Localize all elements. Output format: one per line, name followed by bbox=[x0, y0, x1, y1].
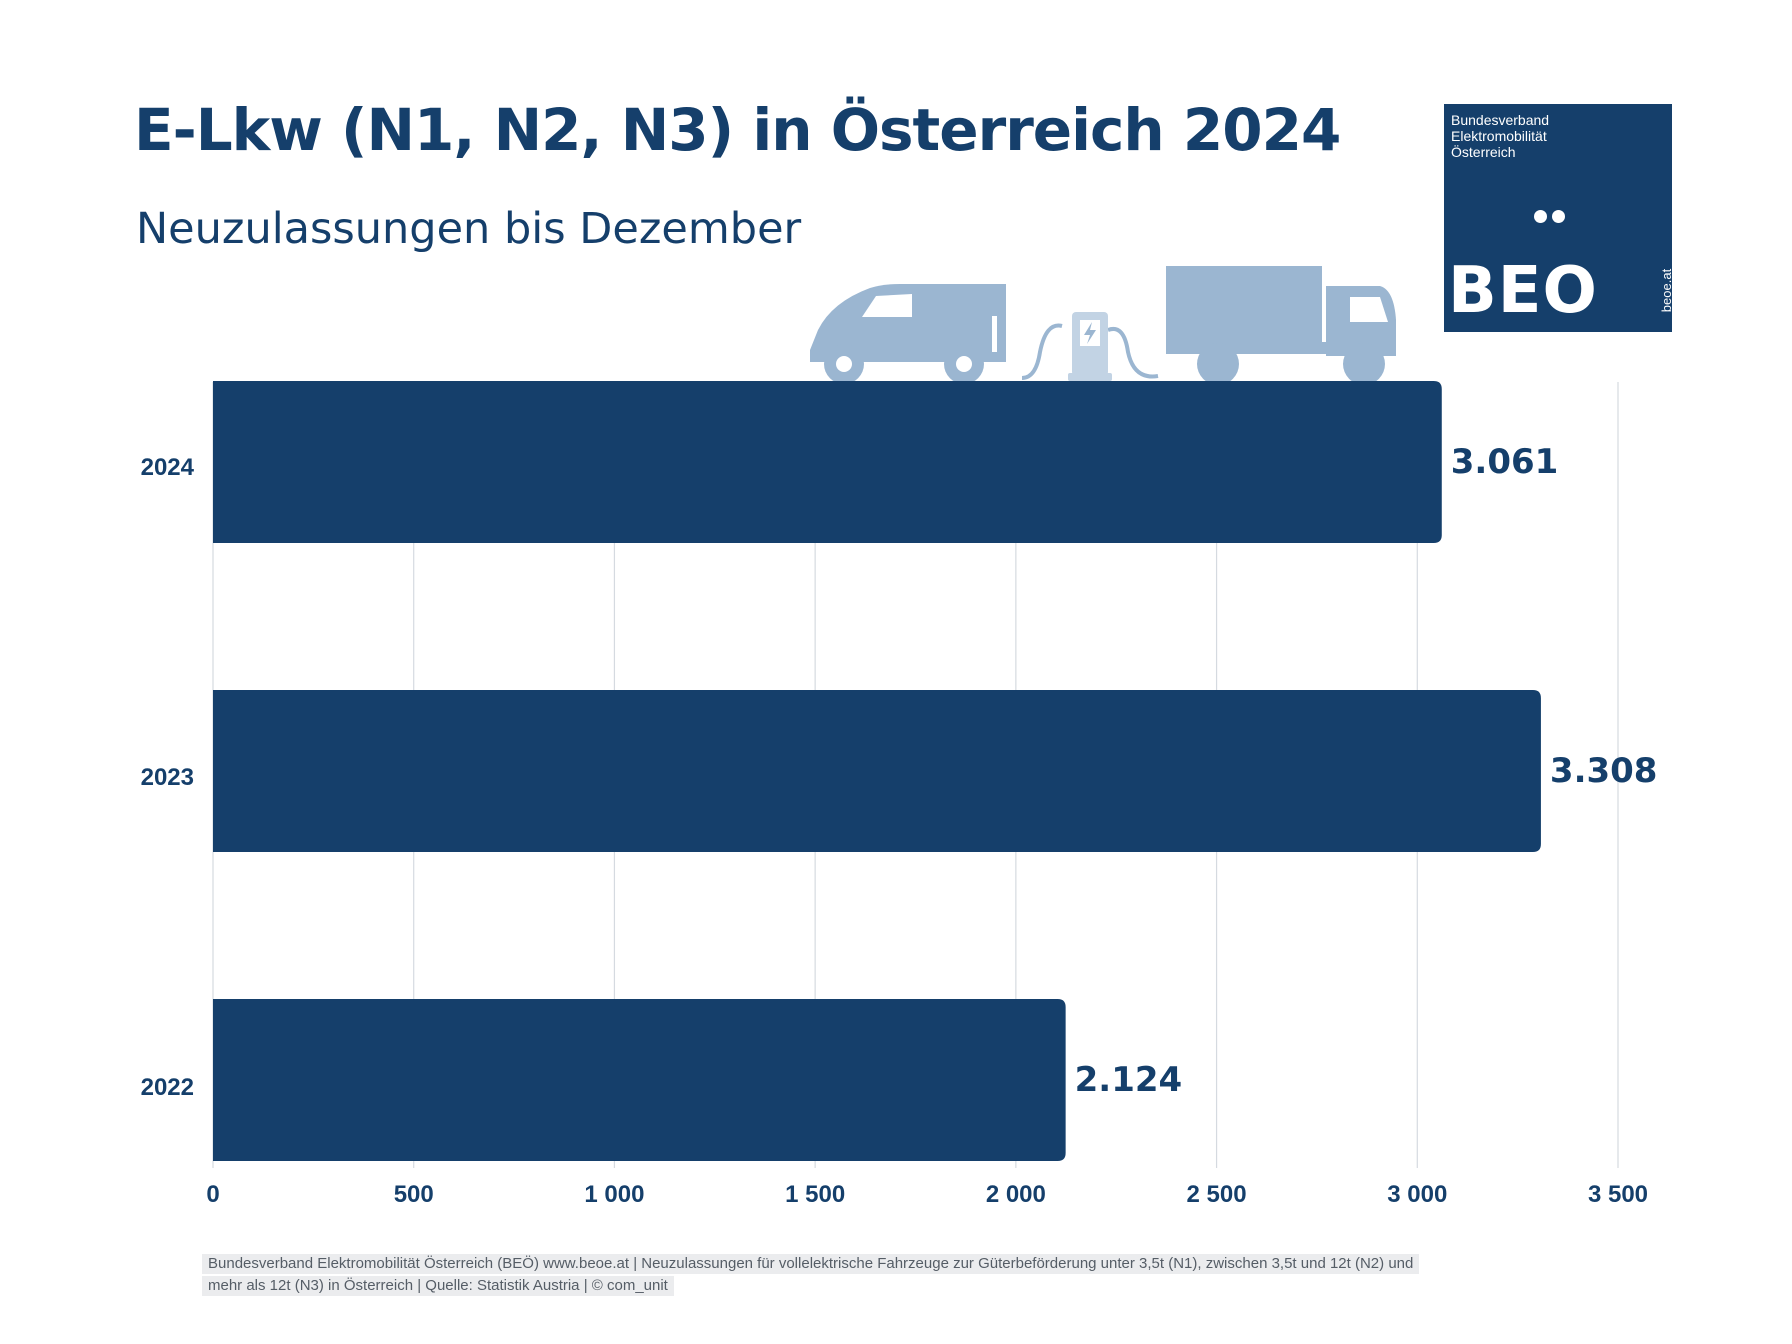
logo-org-name: Bundesverband Elektromobilität Österreic… bbox=[1451, 112, 1651, 160]
data-labels: 3.061 3.308 2.124 bbox=[1075, 442, 1658, 1100]
beo-logo[interactable]: Bundesverband Elektromobilität Österreic… bbox=[1444, 104, 1674, 332]
x-tick-label: 1 000 bbox=[584, 1181, 644, 1208]
logo-org-line: Österreich bbox=[1451, 144, 1516, 160]
x-tick-label: 2 000 bbox=[986, 1181, 1046, 1208]
truck-icon bbox=[1166, 266, 1396, 385]
bar-2022 bbox=[213, 999, 1066, 1161]
category-label: 2024 bbox=[141, 454, 195, 481]
y-axis-labels: 2024 2023 2022 bbox=[141, 454, 195, 1101]
x-tick-label: 3 000 bbox=[1387, 1181, 1447, 1208]
logo-org-line: Elektromobilität bbox=[1451, 128, 1547, 144]
page-subtitle: Neuzulassungen bis Dezember bbox=[136, 204, 802, 254]
illustration bbox=[810, 266, 1396, 385]
x-tick-label: 500 bbox=[394, 1181, 434, 1208]
bar-2024 bbox=[213, 381, 1442, 543]
x-tick-label: 0 bbox=[206, 1181, 219, 1208]
footnote-line: Bundesverband Elektromobilität Österreic… bbox=[202, 1254, 1420, 1274]
source-footnote: Bundesverband Elektromobilität Österreic… bbox=[202, 1253, 1602, 1297]
footnote-line: mehr als 12t (N3) in Österreich | Quelle… bbox=[202, 1276, 674, 1296]
data-label: 3.308 bbox=[1550, 751, 1658, 791]
logo-org-line: Bundesverband bbox=[1451, 112, 1550, 128]
bars bbox=[213, 381, 1541, 1161]
logo-dots bbox=[1534, 210, 1570, 228]
category-label: 2023 bbox=[141, 764, 194, 791]
x-tick-label: 1 500 bbox=[785, 1181, 845, 1208]
van-icon bbox=[810, 284, 1006, 384]
charging-station-icon bbox=[1021, 312, 1159, 381]
logo-wordmark: BEO bbox=[1448, 254, 1598, 328]
data-label: 2.124 bbox=[1075, 1060, 1183, 1100]
x-tick-label: 3 500 bbox=[1588, 1181, 1648, 1208]
x-axis-labels: 0 500 1 000 1 500 2 000 2 500 3 000 3 50… bbox=[206, 1181, 1648, 1208]
page-title: E-Lkw (N1, N2, N3) in Österreich 2024 bbox=[134, 96, 1341, 164]
data-label: 3.061 bbox=[1451, 442, 1559, 482]
category-label: 2022 bbox=[141, 1074, 194, 1101]
bar-2023 bbox=[213, 690, 1541, 852]
x-tick-label: 2 500 bbox=[1187, 1181, 1247, 1208]
